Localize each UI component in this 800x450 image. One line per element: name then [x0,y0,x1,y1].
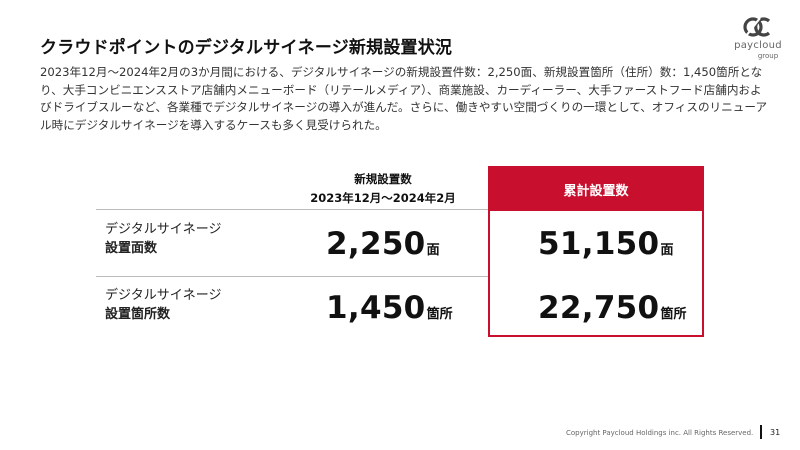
paycloud-logo-icon [743,17,771,37]
row-label-faces: デジタルサイネージ 設置面数 [105,220,221,258]
column-header-new-period: 2023年12月～2024年2月 [310,191,456,205]
column-header-new-title: 新規設置数 [354,172,412,186]
row-label-faces-line1: デジタルサイネージ [105,222,222,237]
row-label-locations: デジタルサイネージ 設置箇所数 [105,286,221,324]
row-label-faces-line2: 設置面数 [105,241,158,256]
row-label-locations-line1: デジタルサイネージ [105,288,222,303]
new-faces-unit: 面 [426,243,440,258]
new-locations-value: 1,450箇所 [326,290,453,326]
row-divider [96,209,488,210]
new-locations-number: 1,450 [326,290,426,326]
total-faces-unit: 面 [660,243,674,258]
total-locations-number: 22,750 [538,290,660,326]
column-header-new: 新規設置数 2023年12月～2024年2月 [288,170,478,208]
column-header-total: 累計設置数 [490,168,702,211]
copyright-text: Copyright Paycloud Holdings inc. All Rig… [566,429,754,437]
total-faces-number: 51,150 [538,226,660,262]
total-column-highlight: 累計設置数 [488,166,704,337]
page-number: 31 [770,428,781,437]
logo-text: paycloud [734,40,782,51]
new-faces-number: 2,250 [326,226,426,262]
row-label-locations-line2: 設置箇所数 [105,307,171,322]
logo-subtext: group [757,52,779,60]
company-logo: paycloud group [732,16,782,64]
page-title: クラウドポイントのデジタルサイネージ新規設置状況 [40,38,453,58]
total-locations-unit: 箇所 [660,307,687,322]
new-locations-unit: 箇所 [426,307,453,322]
total-locations-value: 22,750箇所 [538,290,686,326]
new-faces-value: 2,250面 [326,226,440,262]
row-divider [96,276,488,277]
description-paragraph: 2023年12月～2024年2月の3か月間における、デジタルサイネージの新規設置… [40,65,768,132]
footer-divider [760,425,762,439]
total-faces-value: 51,150面 [538,226,673,262]
